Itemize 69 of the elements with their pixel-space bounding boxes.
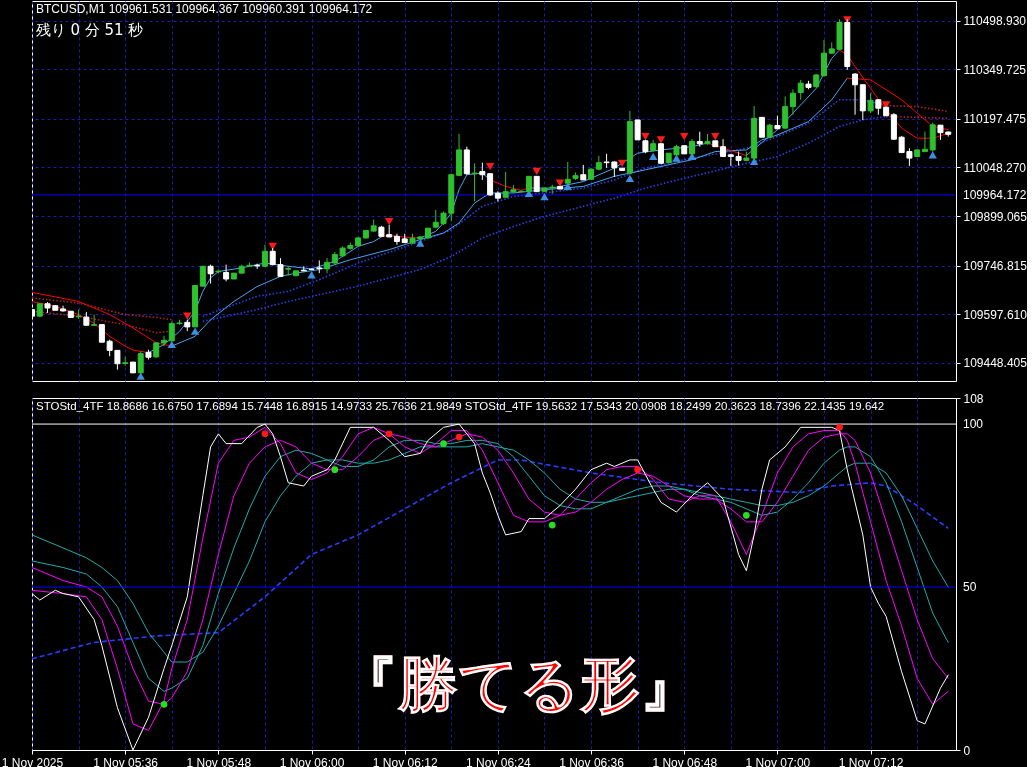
candlestick <box>161 335 167 347</box>
y-tick-label: 110498.930 <box>963 14 1027 29</box>
point <box>485 162 495 171</box>
candlestick <box>393 233 400 246</box>
point <box>836 423 843 431</box>
point <box>440 440 447 447</box>
ref-line-label: 100 <box>963 417 984 432</box>
point <box>540 192 549 201</box>
point <box>711 132 720 141</box>
y-tick-label: 110349.725 <box>963 62 1027 77</box>
y-tick-label: 110197.475 <box>963 112 1027 127</box>
point <box>634 466 641 474</box>
candlestick <box>852 72 859 116</box>
y-tick-label: 108 <box>963 391 984 406</box>
candlestick <box>758 116 765 138</box>
x-tick-label: 1 Nov 05:36 <box>93 755 159 767</box>
point <box>749 157 759 165</box>
candlestick <box>867 92 874 114</box>
chart-title: BTCUSD,M1 109961.531 109964.367 109960.391 109964.172 <box>36 2 373 16</box>
x-tick-label: 1 Nov 07:12 <box>838 755 904 767</box>
y-tick-label: 109746.815 <box>963 259 1028 274</box>
x-tick-label: 1 Nov 07:00 <box>745 755 811 767</box>
point <box>167 340 176 349</box>
candlestick <box>261 244 268 267</box>
x-tick-label: 1 Nov 2025 <box>1 755 64 767</box>
x-tick-label: 1 Nov 06:24 <box>466 755 532 767</box>
y-tick-label: 110048.270 <box>963 160 1027 175</box>
point <box>384 218 394 226</box>
point <box>548 521 556 529</box>
point <box>307 271 316 279</box>
point <box>656 136 666 144</box>
point <box>416 239 425 247</box>
point <box>680 132 689 141</box>
point <box>160 701 168 708</box>
point <box>136 372 145 380</box>
ref-line-label: 50 <box>963 580 977 595</box>
ref-line-label: 109964.172 <box>963 187 1027 202</box>
point <box>881 101 891 109</box>
candlestick <box>223 264 230 282</box>
x-tick-label: 1 Nov 06:00 <box>279 755 345 767</box>
y-tick-label: 0 <box>963 743 971 758</box>
point <box>331 466 339 474</box>
y-tick-label: 109448.405 <box>963 356 1028 371</box>
chart-title: STOStd_4TF 18.8686 16.6750 17.6894 15.7448 16.8915 14.9733 25.7636 21.9849 STOStd_4TF 19.5632 17.5343 20.0908 18.2499 20.3623 18.7396 22.1435 19.642 <box>36 400 885 412</box>
candlestick <box>207 264 214 285</box>
point <box>743 511 750 519</box>
annotation: 『勝てる形』 <box>337 648 700 719</box>
candlestick <box>324 257 331 274</box>
x-tick-label: 1 Nov 06:48 <box>652 755 718 767</box>
point <box>261 430 269 438</box>
x-tick-label: 1 Nov 05:48 <box>186 755 252 767</box>
point <box>190 327 200 335</box>
candlestick <box>199 265 206 287</box>
candlestick <box>789 88 796 116</box>
candlestick <box>921 131 928 153</box>
point <box>455 433 463 441</box>
y-tick-label: 109597.610 <box>963 307 1028 322</box>
candlestick <box>463 146 470 176</box>
annotation: 残り 0 分 51 秒 <box>35 20 144 39</box>
candlestick <box>797 79 804 101</box>
candlestick <box>634 119 641 141</box>
candlestick <box>821 39 827 78</box>
y-tick-label: 109899.065 <box>963 209 1028 224</box>
x-tick-label: 1 Nov 06:36 <box>559 755 625 767</box>
point <box>641 132 650 141</box>
candlestick <box>91 314 98 326</box>
x-tick-label: 1 Nov 06:12 <box>372 755 438 767</box>
point <box>385 430 393 438</box>
candlestick <box>782 95 789 130</box>
